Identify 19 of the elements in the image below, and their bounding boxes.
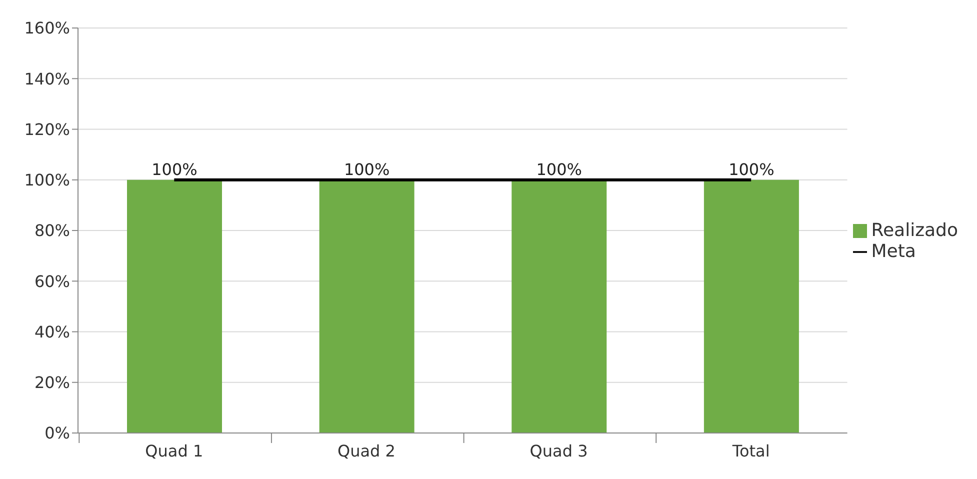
x-tick-label: Quad 2 <box>337 441 396 460</box>
y-tick-label: 80% <box>34 221 70 240</box>
x-tick-label: Total <box>731 441 770 460</box>
y-tick-label: 140% <box>24 69 70 88</box>
y-tick-label: 120% <box>24 120 70 139</box>
y-tick-label: 20% <box>34 373 70 392</box>
data-label: 100% <box>536 160 582 179</box>
legend-label: Realizado <box>871 220 958 240</box>
legend-label: Meta <box>871 240 916 262</box>
y-tick-label: 160% <box>24 18 70 38</box>
x-tick-label: Quad 1 <box>145 441 204 460</box>
y-tick-label: 100% <box>24 170 70 190</box>
y-tick-label: 0% <box>44 424 70 443</box>
data-label: 100% <box>152 160 198 179</box>
data-label: 100% <box>728 160 774 179</box>
x-tick-label: Quad 3 <box>530 441 588 460</box>
y-tick-label: 60% <box>34 272 70 291</box>
data-label: 100% <box>344 160 390 179</box>
y-tick-label: 40% <box>34 322 70 342</box>
